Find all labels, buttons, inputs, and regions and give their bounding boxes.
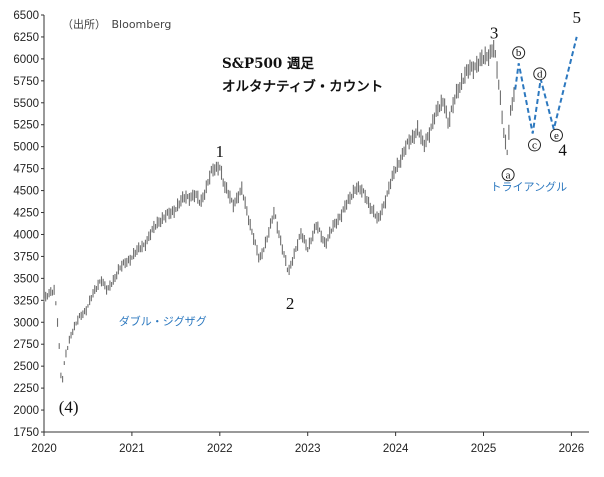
y-tick-label: 3000	[13, 317, 39, 329]
chart-title: S&P500 週足	[222, 56, 314, 72]
y-tick-label: 2250	[13, 383, 39, 395]
x-tick-label: 2024	[383, 443, 409, 455]
wave-labels: (4) 1 2 3 4 5	[59, 8, 581, 417]
wave-label: 1	[216, 142, 225, 161]
x-tick-label: 2025	[471, 443, 497, 455]
sub-wave-circle	[549, 128, 563, 142]
sub-wave-circle	[528, 138, 541, 152]
y-tick-label: 4750	[13, 164, 39, 176]
y-tick-label: 6000	[13, 54, 39, 66]
sub-wave-circle	[512, 46, 526, 60]
y-tick-label: 5000	[13, 142, 39, 154]
x-tick-label: 2020	[31, 443, 57, 455]
y-tick-label: 5500	[13, 98, 39, 110]
x-tick-labels: 2020 2021 2022 2023 2024 2025 2026	[31, 432, 584, 455]
sub-wave-circle	[501, 168, 515, 182]
pattern-annotation: トライアングル	[491, 180, 568, 194]
sub-wave-label: e	[554, 130, 559, 142]
sub-wave-label: b	[516, 47, 522, 59]
y-tick-labels: 1750 2000 2250 2500 2750 3000 3250 3500 3750 4000…	[13, 10, 44, 439]
chart-subtitle: オルタナティブ・カウント	[222, 78, 383, 95]
x-tick-label: 2021	[119, 443, 145, 455]
y-tick-label: 6500	[13, 10, 39, 22]
y-tick-label: 5250	[13, 120, 39, 132]
y-tick-label: 4250	[13, 208, 39, 220]
sub-wave-circle	[533, 67, 547, 81]
sub-wave-label: a	[506, 169, 511, 181]
y-tick-label: 3500	[13, 273, 39, 285]
y-tick-label: 6250	[13, 32, 39, 44]
y-tick-label: 1750	[13, 427, 39, 439]
y-tick-label: 3250	[13, 295, 39, 307]
pattern-annotation: ダブル・ジグザグ	[119, 314, 207, 328]
sub-wave-labels: a b c d e	[501, 46, 563, 182]
y-tick-label: 2500	[13, 361, 39, 373]
y-tick-label: 2000	[13, 405, 39, 417]
annotations: ダブル・ジグザグ トライアングル	[119, 180, 567, 328]
y-tick-label: 2750	[13, 339, 39, 351]
projection-line	[514, 36, 578, 134]
axes	[43, 15, 589, 433]
wave-label: 5	[572, 8, 581, 27]
price-bars	[43, 39, 515, 383]
y-tick-label: 5750	[13, 76, 39, 88]
projection-path	[514, 36, 578, 134]
sub-wave-label: c	[532, 139, 537, 151]
x-tick-label: 2026	[559, 443, 585, 455]
wave-label: 4	[558, 140, 567, 159]
wave-label: 3	[490, 24, 499, 43]
source-label: （出所） Bloomberg	[62, 17, 171, 31]
y-tick-label: 3750	[13, 251, 39, 263]
y-tick-label: 4500	[13, 186, 39, 198]
sub-wave-label: d	[537, 68, 543, 80]
wave-label: 2	[286, 294, 295, 313]
x-tick-label: 2023	[295, 443, 321, 455]
x-tick-label: 2022	[207, 443, 233, 455]
y-tick-label: 4000	[13, 229, 39, 241]
wave-label: (4)	[59, 398, 79, 417]
